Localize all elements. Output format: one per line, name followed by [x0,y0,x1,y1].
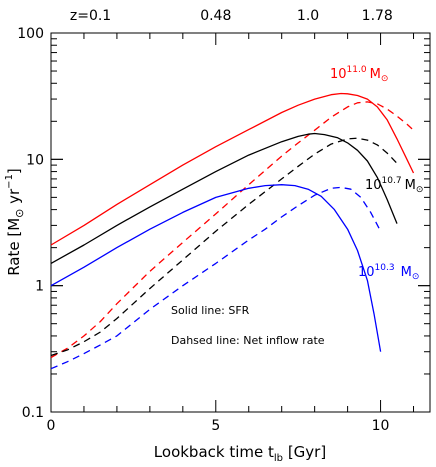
plot-frame [50,32,431,413]
top-axis-label: 1.0 [297,8,319,24]
sun-symbol-icon: ⊙ [412,272,420,282]
series-label-red: 1011.0 M⊙ [330,65,388,84]
series-line-solid-1 [50,132,398,264]
x-tick-label: 0 [47,418,56,434]
sun-symbol-icon: ⊙ [13,209,26,218]
annotation-dashed: Dahsed line: Net inflow rate [171,334,325,347]
top-axis-label: 0.48 [200,8,231,24]
series-label-exp: 10.7 [382,176,402,186]
x-axis-title: Lookback time tlb [Gyr] [154,443,326,464]
series-label-base: 10 [365,178,382,193]
y-tick-labels: 0.1 1 10 100 [17,26,44,421]
y-tick-label: 10 [26,152,44,168]
series-label-base: 10 [330,67,347,82]
x-axis-title-main: Lookback time t [154,443,274,461]
ticks [50,32,430,413]
y-axis-title-mid: yr [5,188,23,209]
y-axis-title: Rate [M⊙ yr−1] [4,168,26,276]
series-group [50,92,415,370]
top-axis-labels: z=0.1 0.48 1.0 1.78 [70,8,393,24]
series-label-unit: M [401,265,412,280]
annotation-solid: Solid line: SFR [171,304,250,317]
x-tick-label: 10 [372,418,390,434]
series-label-exp: 11.0 [347,65,367,75]
y-axis-title-sup: −1 [4,174,15,189]
series-line-solid-0 [50,92,415,246]
series-line-dashed-1 [50,137,398,357]
series-label-unit: M [405,178,416,193]
top-axis-label: z=0.1 [70,8,111,24]
y-axis-title-prefix: Rate [M [5,218,23,276]
series-label-exp: 10.3 [375,263,395,273]
x-axis-title-sub: lb [274,453,283,464]
y-tick-label: 0.1 [22,405,44,421]
sun-symbol-icon: ⊙ [381,74,389,84]
x-tick-labels: 0 5 10 [47,418,390,434]
x-tick-label: 5 [211,418,220,434]
y-axis-title-suffix: ] [5,168,23,174]
top-axis-label: 1.78 [362,8,393,24]
series-line-dashed-2 [50,186,382,370]
series-label-blue: 1010.3 M⊙ [358,263,419,282]
y-tick-label: 1 [35,279,44,295]
sun-symbol-icon: ⊙ [416,185,424,195]
y-tick-label: 100 [17,26,44,42]
series-line-dashed-0 [50,101,414,359]
series-label-unit: M [370,67,381,82]
x-axis-title-unit: [Gyr] [288,443,326,461]
series-line-solid-2 [50,184,382,352]
series-label-base: 10 [358,265,375,280]
series-label-black: 1010.7 M⊙ [365,176,423,195]
